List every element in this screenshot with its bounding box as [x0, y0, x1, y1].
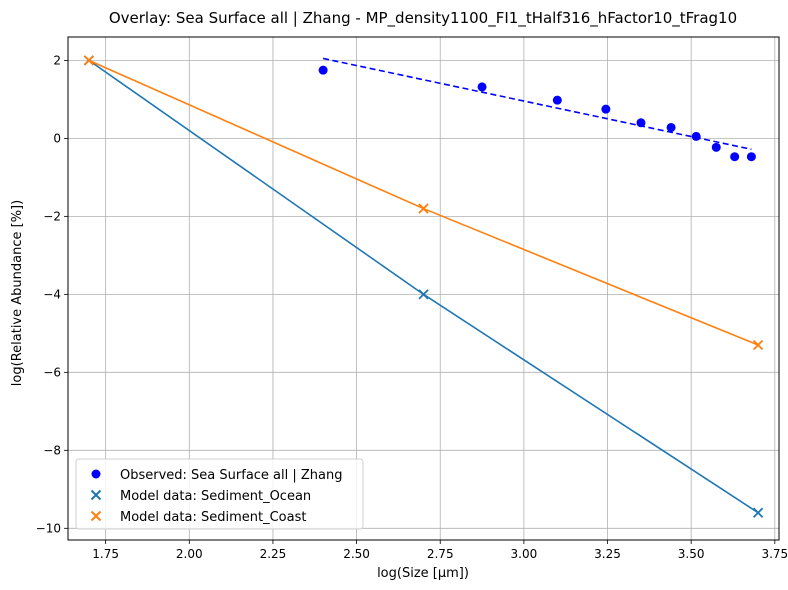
data-point — [636, 118, 646, 128]
x-tick-label: 3.00 — [511, 547, 538, 561]
grid — [68, 37, 779, 540]
legend-item-sediment-coast: Model data: Sediment_Coast — [90, 510, 306, 525]
data-point-x — [418, 289, 429, 300]
x-tick-label: 3.50 — [678, 547, 705, 561]
legend-label-observed: Observed: Sea Surface all | Zhang — [120, 468, 343, 483]
series-observed-fit — [322, 57, 752, 151]
data-point-x — [83, 55, 95, 66]
data-point-x — [418, 203, 429, 214]
x-tick-label: 1.75 — [92, 547, 119, 561]
legend-item-observed: Observed: Sea Surface all | Zhang — [91, 468, 343, 483]
data-point — [711, 142, 721, 152]
chart-title: Overlay: Sea Surface all | Zhang - MP_de… — [109, 9, 737, 28]
legend-label-sediment-ocean: Model data: Sediment_Ocean — [120, 489, 311, 504]
data-point — [666, 122, 676, 132]
x-axis-title: log(Size [μm]) — [377, 566, 469, 581]
data-point — [730, 152, 740, 162]
plot-series — [83, 55, 764, 518]
x-tick-label: 2.75 — [427, 547, 454, 561]
y-tick-label: 0 — [53, 131, 61, 145]
data-point — [552, 95, 562, 105]
data-point — [601, 104, 611, 114]
y-tick-label: −2 — [43, 209, 61, 223]
x-tick-label: 3.75 — [761, 547, 788, 561]
data-point — [746, 152, 756, 162]
x-tick-label: 2.50 — [343, 547, 370, 561]
data-point — [318, 65, 328, 75]
data-point — [691, 131, 701, 141]
x-tick-label: 2.00 — [176, 547, 203, 561]
series-line — [322, 57, 752, 151]
x-tick-label: 3.25 — [594, 547, 621, 561]
data-point-x — [752, 339, 764, 351]
plot-frame — [67, 36, 780, 541]
x-tick-label: 2.25 — [260, 547, 287, 561]
legend-marker-circle — [91, 469, 101, 479]
y-tick-label: −4 — [43, 287, 61, 301]
legend-label-sediment-coast: Model data: Sediment_Coast — [120, 510, 306, 525]
y-tick-label: −10 — [36, 521, 61, 535]
legend-box — [75, 458, 364, 530]
series-model-data-sediment-coast — [83, 55, 764, 351]
y-tick-label: −8 — [43, 443, 61, 457]
y-axis-title: log(Relative Abundance [%]) — [10, 200, 25, 386]
legend-item-sediment-ocean: Model data: Sediment_Ocean — [90, 489, 311, 504]
data-point-x — [752, 507, 764, 518]
y-tick-label: 2 — [53, 53, 61, 67]
axis-ticks: 1.75 2.00 2.25 2.50 2.75 3.00 3.25 3.50 3.75 2 0 −2… — [36, 53, 788, 561]
legend-marker-x-ocean — [90, 489, 102, 501]
legend-marker-x-coast — [90, 510, 102, 522]
legend: Observed: Sea Surface all | Zhang Model … — [75, 458, 364, 530]
data-point — [477, 82, 487, 92]
y-tick-label: −6 — [43, 365, 61, 379]
